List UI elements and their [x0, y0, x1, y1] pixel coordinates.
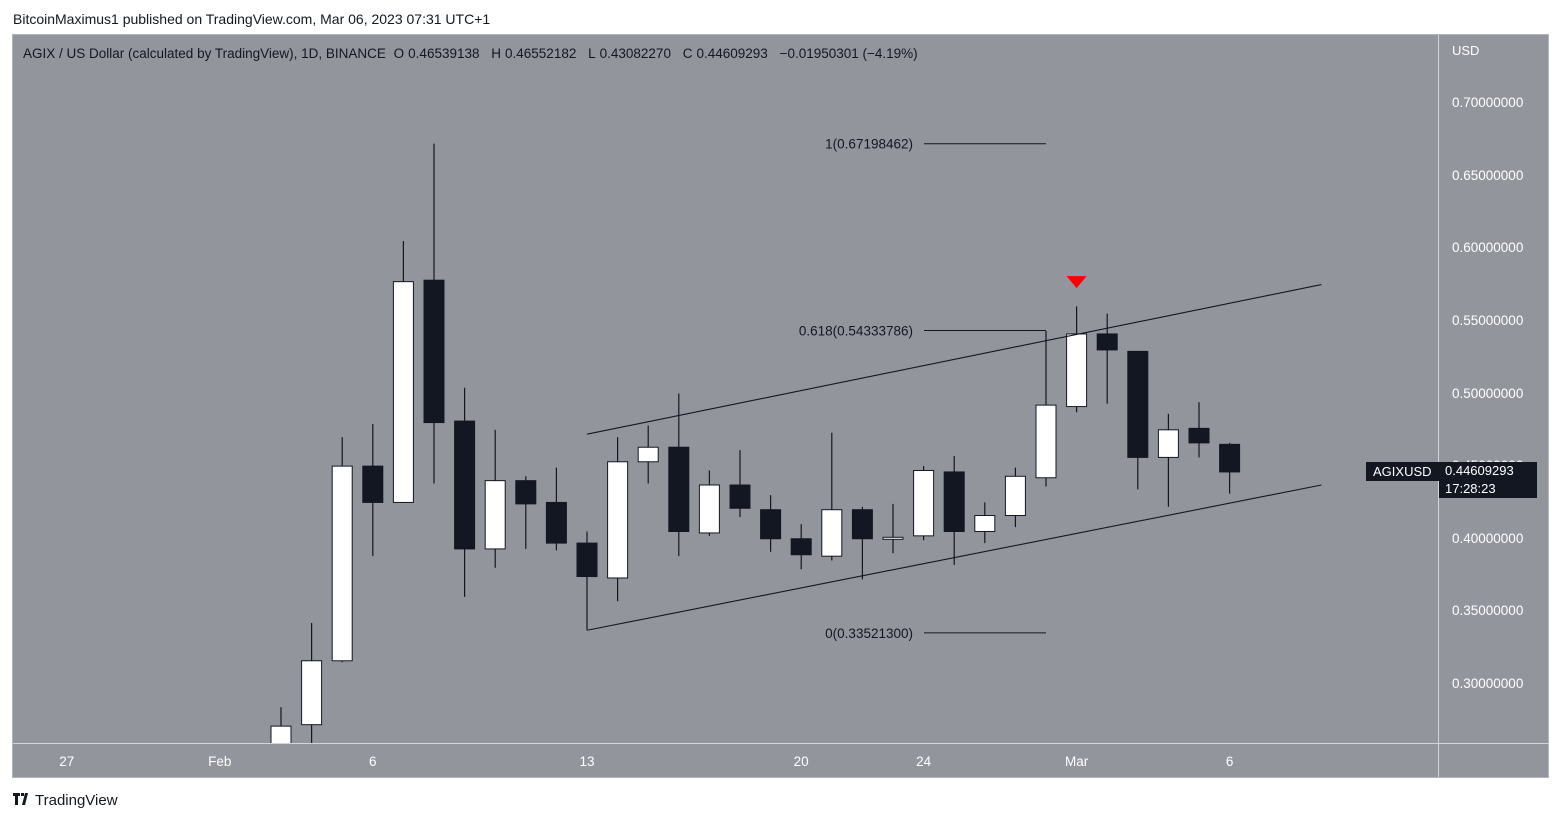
bull-candle [301, 660, 323, 726]
bear-candle [668, 446, 690, 532]
bull-candle [882, 536, 904, 540]
sell-signal-marker-icon [1066, 276, 1087, 289]
bull-candle [484, 480, 506, 550]
bear-candle [454, 420, 476, 550]
bear-candle [1219, 443, 1241, 473]
legend-low-key: L [588, 46, 596, 61]
currency-label: USD [1452, 43, 1480, 58]
price-tick-label: 0.40000000 [1452, 530, 1524, 546]
fib-level-0-618-label: 0.618(0.54333786) [799, 324, 913, 339]
legend-close-value: 0.44609293 [696, 46, 768, 61]
bear-candle [943, 471, 965, 532]
price-tick-label: 0.30000000 [1452, 676, 1524, 691]
legend-close-key: C [682, 46, 693, 61]
price-tick-label: 0.55000000 [1452, 312, 1524, 328]
legend-open-value: 0.46539138 [408, 46, 480, 61]
legend-low-value: 0.43082270 [599, 46, 671, 61]
bull-candle [1066, 333, 1088, 408]
time-tick-label: 24 [916, 754, 932, 769]
tradingview-logo-icon [13, 792, 31, 809]
plot-layer: 1(0.67198462) 0.618(0.54333786) 0(0.335213… [270, 137, 1322, 743]
bull-candle [1004, 475, 1026, 517]
bear-candle [1127, 350, 1149, 458]
bear-candle [760, 509, 782, 540]
time-tick-label: 6 [369, 754, 377, 769]
bull-candle [1035, 404, 1057, 479]
legend-high-value: 0.46552182 [505, 46, 577, 61]
legend-high-key: H [491, 46, 502, 61]
symbol-badge: AGIXUSD [1366, 462, 1439, 481]
price-tick-label: 0.35000000 [1452, 603, 1524, 619]
bear-candle [515, 480, 537, 505]
last-price-badge: 0.44609293 17:28:23 [1439, 462, 1537, 498]
legend-change: −0.01950301 (−4.19%) [779, 46, 918, 61]
bear-candle [1096, 333, 1118, 351]
axis-separator-horizontal [13, 743, 1549, 744]
time-tick-label: 27 [59, 754, 75, 769]
bull-candle [607, 461, 629, 579]
price-axis[interactable] [1439, 35, 1548, 743]
fib-level-1-label: 1(0.67198462) [825, 137, 913, 152]
time-tick-label: Feb [208, 754, 232, 769]
axis-separator-vertical [1438, 35, 1439, 777]
legend-title: AGIX / US Dollar (calculated by TradingV… [23, 46, 386, 61]
bear-candle [851, 509, 873, 540]
bear-candle [1188, 427, 1210, 444]
last-price-value: 0.44609293 [1445, 463, 1514, 478]
bull-candle [1157, 429, 1179, 458]
bear-candle [362, 465, 384, 503]
time-tick-label: 20 [793, 754, 809, 769]
channel-upper-line [586, 284, 1322, 435]
fib-level-0-label: 0(0.33521300) [825, 626, 913, 641]
price-tick-label: 0.60000000 [1452, 240, 1524, 256]
bear-candle [423, 279, 445, 424]
time-tick-label: 6 [1225, 754, 1234, 769]
price-tick-label: 0.70000000 [1452, 95, 1524, 110]
chart-plot-area[interactable] [13, 35, 1438, 743]
price-tick-label: 0.50000000 [1452, 385, 1524, 401]
bar-countdown: 17:28:23 [1445, 481, 1496, 496]
bull-candle [637, 446, 659, 463]
symbol-legend: AGIX / US Dollar (calculated by TradingV… [23, 46, 922, 61]
footer-brand[interactable]: TradingView [13, 792, 118, 809]
footer-brand-label: TradingView [35, 792, 118, 809]
bear-candle [729, 484, 751, 509]
bull-candle [974, 515, 996, 532]
bull-candle [392, 281, 414, 503]
channel-lower-line [586, 484, 1322, 631]
bear-candle [576, 542, 598, 578]
publisher-line: BitcoinMaximus1 published on TradingView… [13, 11, 491, 27]
bear-candle [790, 538, 812, 556]
price-tick-label: 0.65000000 [1452, 167, 1524, 183]
time-tick-label: 13 [579, 754, 595, 769]
bull-candle [331, 465, 353, 662]
axis-corner [1439, 744, 1548, 777]
bull-candle [270, 725, 292, 743]
legend-open-key: O [393, 46, 405, 61]
bear-candle [545, 501, 567, 544]
time-tick-label: Mar [1064, 754, 1089, 769]
bull-candle [913, 469, 935, 537]
bull-candle [698, 484, 720, 534]
time-axis[interactable] [13, 744, 1438, 777]
bull-candle [821, 509, 843, 557]
